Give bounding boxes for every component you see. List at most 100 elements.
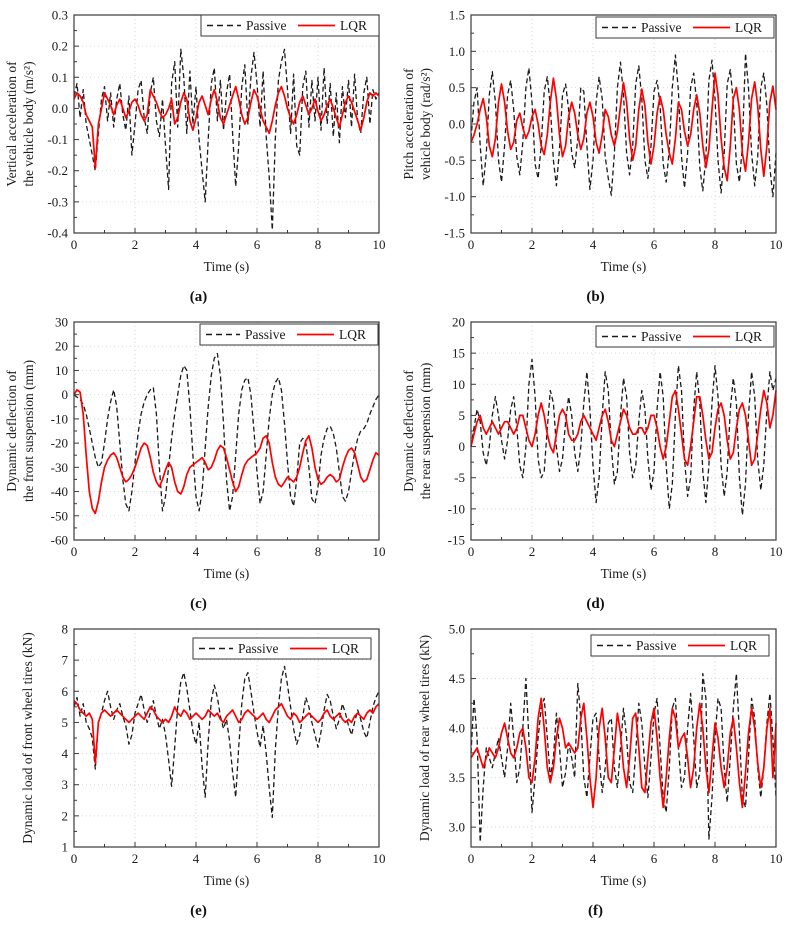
svg-text:-5: -5 [454,470,465,485]
svg-text:4: 4 [193,851,200,866]
svg-text:-60: -60 [51,533,68,548]
legend-lqr-label: LQR [340,18,367,33]
legend-passive-label: Passive [238,641,279,656]
svg-text:8: 8 [712,851,719,866]
svg-text:1.0: 1.0 [449,44,465,59]
legend-lqr-label: LQR [735,329,762,344]
svg-text:10: 10 [55,363,68,378]
svg-text:0.0: 0.0 [52,101,68,116]
y-tick-labels: -15 -10 -5 0 5 10 15 20 [448,315,465,548]
svg-text:0: 0 [468,544,475,559]
legend: Passive LQR [192,637,372,660]
svg-text:10: 10 [373,851,386,866]
svg-text:4: 4 [193,237,200,252]
svg-text:2: 2 [132,237,139,252]
svg-text:0: 0 [71,237,78,252]
svg-text:20: 20 [55,339,68,354]
panel-c-caption: (c) [190,596,207,612]
legend-passive-label: Passive [636,638,677,653]
y-axis-label: Pitch acceleration of [401,68,416,179]
lqr-series-line [470,72,777,182]
svg-text:5.0: 5.0 [449,622,465,637]
legend-passive-label: Passive [641,20,682,35]
panel-a-chart: 0 2 4 6 8 10 -0.4 -0.3 -0.2 -0.1 0.0 0.1 0.2 0.3 Time … [0,3,397,287]
svg-text:3: 3 [62,777,69,792]
passive-series-line [73,665,380,819]
panel-f-chart: 0 2 4 6 8 10 3.0 3.5 4.0 4.5 5.0 Time (s) Dynamic lo… [397,617,794,901]
svg-text:8: 8 [712,544,719,559]
svg-text:-10: -10 [51,411,68,426]
x-axis-label: Time (s) [601,566,647,581]
panel-background [0,310,397,594]
svg-text:10: 10 [770,851,783,866]
svg-text:4: 4 [193,544,200,559]
panel-background [397,3,794,287]
panel-background [0,3,397,287]
svg-text:-50: -50 [51,508,68,523]
legend-passive-label: Passive [245,327,286,342]
x-tick-labels: 0 2 4 6 8 10 [71,851,386,866]
svg-text:2: 2 [529,544,536,559]
axis-ticks [73,628,380,848]
axis-ticks [470,628,777,847]
lqr-series-line [73,388,380,515]
panel-b: 0 2 4 6 8 10 -1.5 -1.0 -0.5 0.0 0.5 1.0 1.5 Time (s) P… [397,3,794,307]
panel-d-chart: 0 2 4 6 8 10 -15 -10 -5 0 5 10 15 20 Time (s) Dynamic d… [397,310,794,594]
svg-text:6: 6 [651,851,658,866]
legend-lqr-label: LQR [339,327,366,342]
x-axis-label: Time (s) [601,259,647,274]
gridlines [471,629,776,847]
lqr-series-line [470,389,777,467]
svg-text:4: 4 [590,544,597,559]
svg-text:8: 8 [315,851,322,866]
y-tick-labels: 1 2 3 4 5 6 7 8 [62,622,69,855]
svg-text:0.2: 0.2 [52,39,68,54]
svg-text:-10: -10 [448,501,465,516]
svg-text:0: 0 [468,237,475,252]
y-axis-label: Dynamic deflection of [4,370,19,492]
svg-text:-30: -30 [51,460,68,475]
svg-text:4: 4 [590,237,597,252]
svg-text:-20: -20 [51,436,68,451]
legend-passive-label: Passive [246,18,287,33]
panel-background [0,617,397,901]
svg-text:6: 6 [254,851,261,866]
svg-text:2: 2 [529,237,536,252]
svg-text:0: 0 [71,544,78,559]
panel-d-caption: (d) [586,596,605,612]
lqr-series-line [73,700,380,764]
svg-text:6: 6 [62,684,69,699]
svg-text:3.0: 3.0 [449,820,465,835]
svg-text:-40: -40 [51,484,68,499]
svg-text:0: 0 [62,387,69,402]
y-tick-labels: 3.0 3.5 4.0 4.5 5.0 [449,622,465,835]
axis-ticks [73,14,380,234]
panel-f: 0 2 4 6 8 10 3.0 3.5 4.0 4.5 5.0 Time (s) Dynamic lo… [397,617,794,921]
passive-series-line [470,672,777,843]
svg-text:0.1: 0.1 [52,70,68,85]
svg-text:-15: -15 [448,533,465,548]
x-tick-labels: 0 2 4 6 8 10 [468,237,783,252]
legend: Passive LQR [595,325,775,348]
svg-text:8: 8 [315,544,322,559]
svg-text:2: 2 [62,808,69,823]
legend: Passive LQR [199,323,379,346]
svg-text:2: 2 [132,544,139,559]
axis-ticks [470,14,777,234]
svg-text:4: 4 [62,746,69,761]
panel-e-caption: (e) [190,903,207,919]
svg-text:8: 8 [712,237,719,252]
legend: Passive LQR [590,634,770,657]
svg-text:-0.3: -0.3 [47,194,68,209]
svg-text:8: 8 [62,622,69,637]
svg-text:4: 4 [590,851,597,866]
panel-a-caption: (a) [189,289,208,305]
y-tick-labels: -0.4 -0.3 -0.2 -0.1 0.0 0.1 0.2 0.3 [47,8,68,241]
y-axis-label: Vertical acceleration of [4,61,19,187]
legend: Passive LQR [595,16,775,39]
svg-text:1.5: 1.5 [449,8,465,23]
x-tick-labels: 0 2 4 6 8 10 [468,544,783,559]
x-tick-labels: 0 2 4 6 8 10 [71,237,386,252]
svg-text:3.5: 3.5 [449,770,465,785]
